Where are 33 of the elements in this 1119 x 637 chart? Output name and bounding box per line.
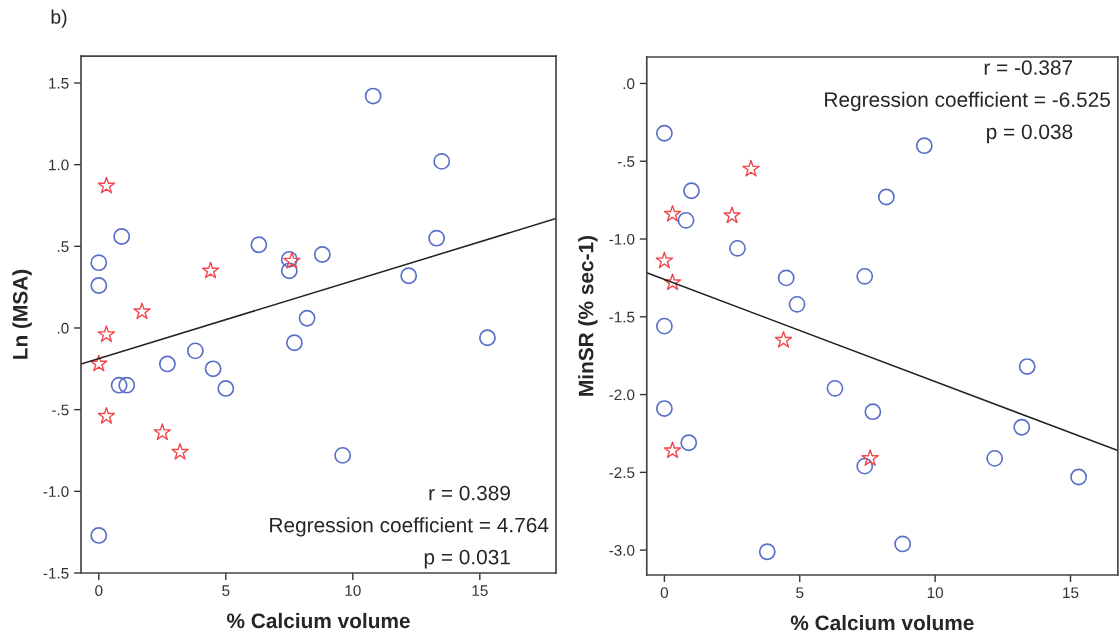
x-tick-label: 0 xyxy=(95,585,103,597)
y-tick-label: -.5 xyxy=(617,156,635,167)
annotation: Regression coefficient = -6.525 xyxy=(825,91,1110,112)
y-tick-label: -1.0 xyxy=(609,233,635,245)
x-axis-title: % Calcium volume xyxy=(790,614,974,631)
annotation: p = 0.038 xyxy=(987,124,1073,144)
y-tick-label: -1.0 xyxy=(43,486,69,497)
y-tick-label: .5 xyxy=(57,241,69,253)
annotation: Regression coefficient = 4.764 xyxy=(270,517,549,537)
annotation: p = 0.031 xyxy=(424,549,510,569)
x-tick-label: 0 xyxy=(660,587,669,599)
y-axis-title: MinSR (% sec-1) xyxy=(578,236,598,396)
x-tick-label: 15 xyxy=(1063,587,1079,599)
annotation: r = 0.389 xyxy=(429,485,510,501)
y-tick-label: -.5 xyxy=(52,404,69,416)
y-tick-label: -1.5 xyxy=(43,568,69,579)
y-axis-title: Ln (MSA) xyxy=(12,269,32,359)
y-tick-label: .0 xyxy=(623,78,635,90)
y-tick-label: 1.0 xyxy=(49,159,69,171)
y-tick-label: -2.5 xyxy=(609,467,635,479)
y-tick-label: 1.5 xyxy=(49,78,69,89)
x-tick-label: 5 xyxy=(222,585,230,597)
y-tick-label: -2.0 xyxy=(609,389,635,401)
x-tick-label: 10 xyxy=(345,585,361,597)
y-tick-label: -1.5 xyxy=(609,311,635,323)
annotation: r = -0.387 xyxy=(984,60,1073,75)
x-tick-label: 10 xyxy=(927,587,944,599)
y-tick-label: -3.0 xyxy=(609,545,635,556)
x-tick-label: 15 xyxy=(472,585,488,597)
chart-title: b) xyxy=(51,9,67,28)
x-axis-title: % Calcium volume xyxy=(227,612,410,629)
x-tick-label: 5 xyxy=(796,587,804,599)
y-tick-label: .0 xyxy=(57,322,69,334)
